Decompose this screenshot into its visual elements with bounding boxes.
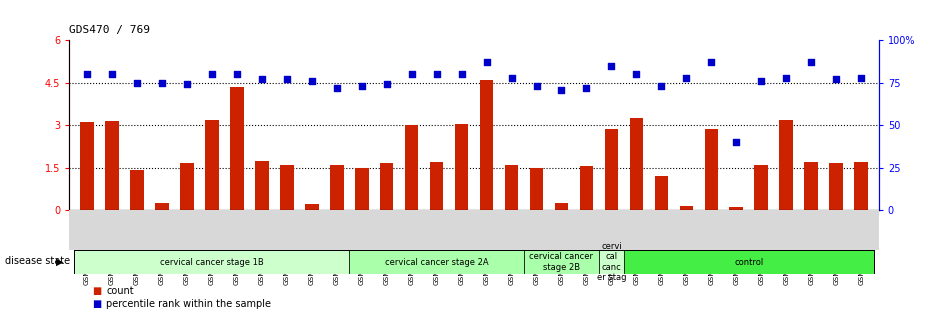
Bar — [705, 129, 718, 210]
Bar — [680, 206, 693, 210]
Bar — [605, 129, 618, 210]
Bar — [130, 170, 143, 210]
Point — [804, 60, 819, 65]
Bar — [430, 162, 443, 210]
Point — [130, 80, 144, 85]
Point — [279, 77, 294, 82]
Bar — [280, 165, 293, 210]
Point — [654, 83, 669, 89]
Text: cervi
cal
canc
er stag: cervi cal canc er stag — [597, 242, 626, 282]
Bar — [405, 125, 418, 210]
Bar — [355, 168, 368, 210]
Text: ■: ■ — [92, 299, 102, 309]
Bar — [805, 162, 819, 210]
Bar — [524, 250, 599, 274]
Point — [854, 75, 869, 80]
Text: cervical cancer stage 1B: cervical cancer stage 1B — [160, 258, 264, 266]
Point — [379, 82, 394, 87]
Point — [454, 72, 469, 77]
Bar — [599, 250, 624, 274]
Bar — [730, 207, 743, 210]
Bar — [180, 163, 193, 210]
Point — [579, 85, 594, 90]
Bar — [230, 87, 243, 210]
Bar — [755, 165, 768, 210]
Text: control: control — [734, 258, 763, 266]
Text: ▶: ▶ — [56, 256, 63, 266]
Point — [80, 72, 94, 77]
Point — [179, 82, 194, 87]
Point — [154, 80, 169, 85]
Bar — [780, 120, 794, 210]
Bar — [830, 163, 844, 210]
Point — [479, 60, 494, 65]
Bar — [530, 168, 543, 210]
Bar — [855, 162, 869, 210]
Text: ■: ■ — [92, 286, 102, 296]
Text: cervical cancer
stage 2B: cervical cancer stage 2B — [529, 252, 594, 272]
Point — [354, 83, 369, 89]
Bar — [505, 165, 518, 210]
Point — [204, 72, 219, 77]
Point — [629, 72, 644, 77]
Bar — [74, 250, 349, 274]
Text: disease state: disease state — [5, 256, 69, 266]
Point — [254, 77, 269, 82]
Bar — [80, 122, 93, 210]
Point — [704, 60, 719, 65]
Point — [504, 75, 519, 80]
Point — [754, 78, 769, 84]
Text: cervical cancer stage 2A: cervical cancer stage 2A — [385, 258, 488, 266]
Bar — [154, 203, 168, 210]
Point — [429, 72, 444, 77]
Bar — [580, 166, 593, 210]
Point — [529, 83, 544, 89]
Bar — [105, 121, 118, 210]
Point — [304, 78, 319, 84]
Bar — [655, 176, 668, 210]
Point — [604, 63, 619, 69]
Point — [729, 139, 744, 145]
Bar — [624, 250, 874, 274]
Bar — [255, 161, 268, 210]
Point — [229, 72, 244, 77]
Bar — [455, 124, 468, 210]
Bar — [555, 203, 568, 210]
Text: GDS470 / 769: GDS470 / 769 — [69, 25, 151, 35]
Bar — [205, 120, 218, 210]
Point — [829, 77, 844, 82]
Bar — [630, 118, 643, 210]
Bar — [380, 163, 393, 210]
Point — [679, 75, 694, 80]
Bar — [480, 80, 493, 210]
Text: count: count — [106, 286, 134, 296]
Bar — [349, 250, 524, 274]
Point — [554, 87, 569, 92]
Bar — [305, 204, 318, 210]
Point — [329, 85, 344, 90]
Text: percentile rank within the sample: percentile rank within the sample — [106, 299, 271, 309]
Point — [779, 75, 794, 80]
Bar — [330, 165, 343, 210]
Point — [404, 72, 419, 77]
Point — [105, 72, 119, 77]
